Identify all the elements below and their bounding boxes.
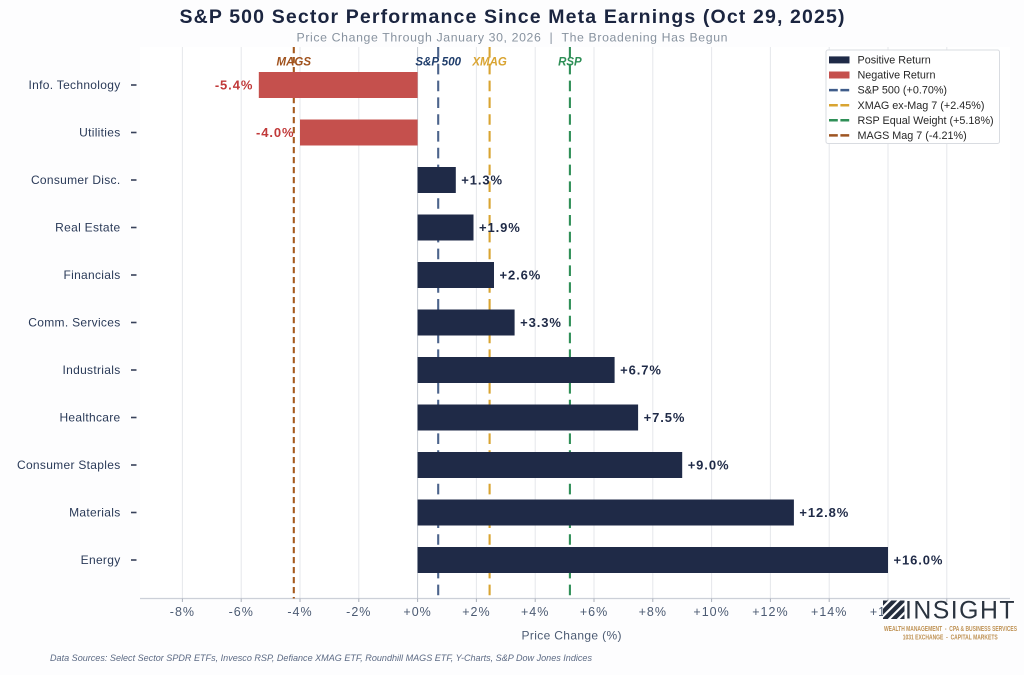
svg-text:+1.3%: +1.3% (461, 173, 503, 188)
svg-text:S&P 500 (+0.70%): S&P 500 (+0.70%) (858, 85, 948, 97)
svg-text:-8%: -8% (170, 605, 195, 619)
svg-text:+10%: +10% (693, 605, 729, 619)
svg-text:S&P 500 Sector Performance Sin: S&P 500 Sector Performance Since Meta Ea… (180, 6, 845, 28)
svg-text:-2%: -2% (346, 605, 371, 619)
svg-text:XMAG ex-Mag 7 (+2.45%): XMAG ex-Mag 7 (+2.45%) (858, 100, 985, 112)
svg-text:+2.6%: +2.6% (500, 268, 542, 283)
svg-text:+1.9%: +1.9% (479, 220, 521, 235)
svg-text:+9.0%: +9.0% (688, 458, 730, 473)
svg-text:Data Sources: Select Sector SP: Data Sources: Select Sector SPDR ETFs, I… (50, 653, 592, 664)
svg-text:+16.0%: +16.0% (894, 553, 944, 568)
svg-text:S&P 500: S&P 500 (415, 57, 461, 69)
svg-text:XMAG: XMAG (471, 57, 507, 69)
svg-text:Negative Return: Negative Return (858, 70, 936, 82)
svg-text:Consumer Disc.: Consumer Disc. (31, 173, 121, 187)
svg-text:1031 EXCHANGE - CAPITAL MARK: 1031 EXCHANGE - CAPITAL MARKETS (903, 634, 998, 641)
svg-text:+8%: +8% (639, 605, 667, 619)
svg-text:Price Change (%): Price Change (%) (522, 629, 622, 643)
svg-text:Utilities: Utilities (79, 126, 120, 140)
svg-text:Healthcare: Healthcare (59, 411, 120, 425)
svg-text:MAGS: MAGS (277, 57, 312, 69)
svg-text:WEALTH MANAGEMENT - CPA & BU: WEALTH MANAGEMENT - CPA & BUSINESS SERVI… (884, 626, 1017, 633)
svg-text:Price Change Through January 3: Price Change Through January 30, 2026 | … (297, 31, 728, 45)
svg-text:+7.5%: +7.5% (644, 410, 686, 425)
svg-text:Energy: Energy (81, 553, 121, 567)
svg-text:+6%: +6% (580, 605, 608, 619)
svg-text:-5.4%: -5.4% (215, 78, 253, 93)
svg-text:+12%: +12% (752, 605, 788, 619)
svg-text:-4%: -4% (287, 605, 312, 619)
svg-text:+3.3%: +3.3% (520, 315, 562, 330)
svg-text:RSP Equal Weight (+5.18%): RSP Equal Weight (+5.18%) (858, 115, 994, 127)
svg-text:Consumer Staples: Consumer Staples (17, 458, 121, 472)
svg-text:Comm. Services: Comm. Services (28, 316, 120, 330)
svg-text:+0%: +0% (403, 605, 431, 619)
svg-text:Industrials: Industrials (63, 363, 121, 377)
svg-text:Materials: Materials (69, 506, 120, 520)
svg-text:Financials: Financials (63, 268, 120, 282)
svg-text:-4.0%: -4.0% (256, 125, 294, 140)
svg-text:+14%: +14% (811, 605, 847, 619)
svg-text:Info. Technology: Info. Technology (29, 78, 121, 92)
svg-text:+12.8%: +12.8% (799, 505, 849, 520)
svg-text:Positive Return: Positive Return (858, 55, 931, 67)
svg-text:Real Estate: Real Estate (55, 221, 120, 235)
svg-text:+4%: +4% (521, 605, 549, 619)
svg-text:-6%: -6% (229, 605, 254, 619)
svg-text:+2%: +2% (462, 605, 490, 619)
svg-text:INSIGHT: INSIGHT (905, 597, 1016, 625)
svg-text:+6.7%: +6.7% (620, 363, 662, 378)
svg-text:MAGS Mag 7 (-4.21%): MAGS Mag 7 (-4.21%) (858, 130, 967, 142)
svg-text:RSP: RSP (558, 57, 582, 69)
